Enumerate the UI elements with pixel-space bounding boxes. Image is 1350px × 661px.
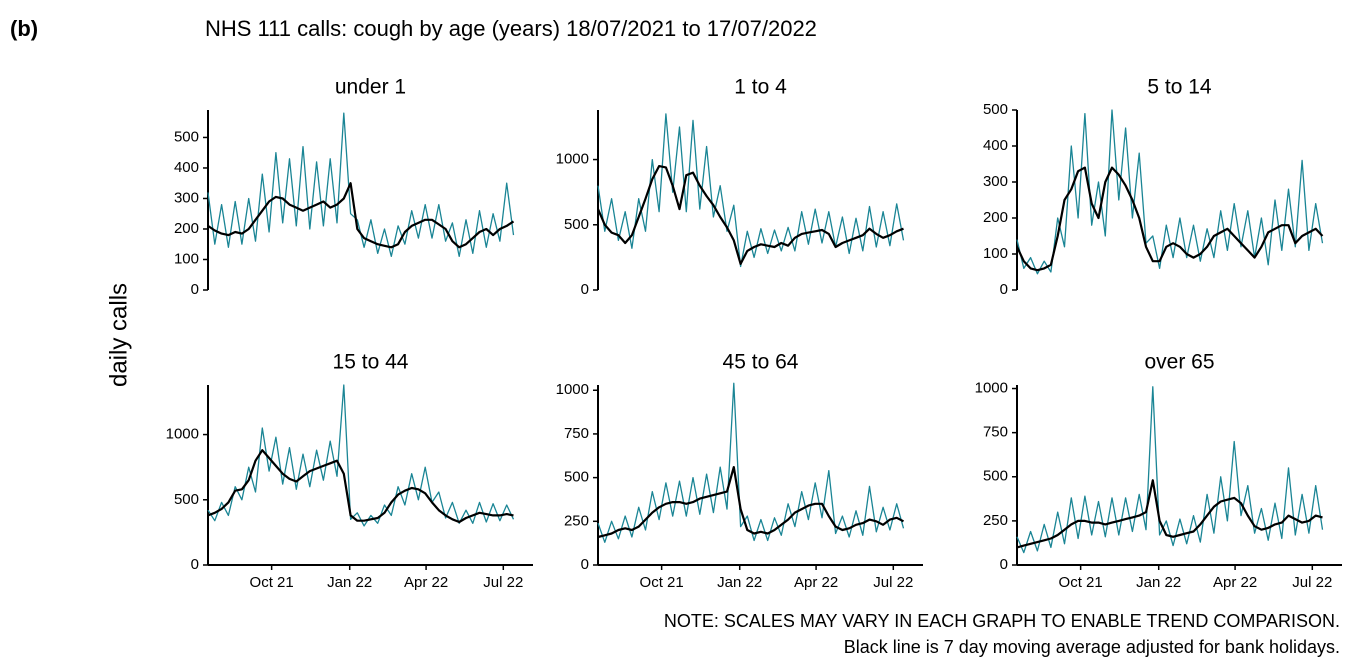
- x-tick-label: Jan 22: [717, 574, 762, 591]
- x-tick-label: Jan 22: [1136, 574, 1181, 591]
- y-tick-label: 1000: [166, 426, 199, 443]
- y-tick-label: 0: [1000, 556, 1008, 573]
- series-line: [1016, 166, 1324, 272]
- panel-title: over 65: [1144, 351, 1214, 374]
- series-line: [596, 165, 904, 265]
- x-tick-label: Oct 21: [250, 574, 294, 591]
- panel-title: under 1: [335, 76, 406, 99]
- y-tick-label: 200: [983, 209, 1008, 226]
- y-tick-label: 100: [983, 245, 1008, 262]
- y-tick-label: 1000: [975, 379, 1008, 396]
- y-tick-label: 0: [1000, 281, 1008, 298]
- x-tick-label: Jul 22: [873, 574, 913, 591]
- y-tick-label: 0: [191, 281, 199, 298]
- series-line: [1016, 479, 1323, 549]
- series-line: [597, 466, 905, 539]
- y-tick-label: 0: [581, 556, 589, 573]
- series-line: [1016, 109, 1324, 275]
- panel-title: 45 to 64: [723, 351, 799, 374]
- panel-label: (b): [10, 16, 38, 41]
- x-tick-label: Oct 21: [1059, 574, 1103, 591]
- y-tick-label: 750: [564, 425, 589, 442]
- chart-title: NHS 111 calls: cough by age (years) 18/0…: [205, 16, 817, 41]
- panel-title: 5 to 14: [1147, 76, 1212, 99]
- x-tick-label: Apr 22: [1213, 574, 1257, 591]
- x-tick-label: Jan 22: [327, 574, 372, 591]
- y-tick-label: 500: [174, 491, 199, 508]
- y-tick-label: 400: [174, 159, 199, 176]
- y-tick-label: 250: [983, 512, 1008, 529]
- note: NOTE: SCALES MAY VARY IN EACH GRAPH TO E…: [664, 611, 1340, 631]
- y-tick-label: 1000: [556, 151, 589, 168]
- y-tick-label: 750: [983, 424, 1008, 441]
- series-line: [1016, 386, 1324, 554]
- y-tick-label: 200: [174, 220, 199, 237]
- y-tick-label: 1000: [556, 381, 589, 398]
- y-tick-label: 500: [174, 128, 199, 145]
- series-line: [207, 384, 515, 527]
- x-tick-label: Jul 22: [1292, 574, 1332, 591]
- x-tick-label: Oct 21: [640, 574, 684, 591]
- note: Black line is 7 day moving average adjus…: [844, 637, 1340, 657]
- y-tick-label: 0: [581, 281, 589, 298]
- y-tick-label: 250: [564, 512, 589, 529]
- panel-title: 15 to 44: [333, 351, 409, 374]
- y-tick-label: 500: [564, 216, 589, 233]
- y-tick-label: 0: [191, 556, 199, 573]
- x-tick-label: Apr 22: [794, 574, 838, 591]
- series-line: [207, 449, 514, 524]
- y-tick-label: 100: [174, 250, 199, 267]
- y-tick-label: 300: [983, 173, 1008, 190]
- x-tick-label: Apr 22: [404, 574, 448, 591]
- series-line: [207, 182, 515, 249]
- y-tick-label: 300: [174, 189, 199, 206]
- series-line: [597, 382, 905, 543]
- y-tick-label: 500: [983, 468, 1008, 485]
- y-tick-label: 400: [983, 137, 1008, 154]
- y-tick-label: 500: [564, 469, 589, 486]
- panel-title: 1 to 4: [734, 76, 787, 99]
- x-tick-label: Jul 22: [483, 574, 523, 591]
- y-axis-label: daily calls: [105, 283, 132, 387]
- series-line: [597, 113, 905, 268]
- y-tick-label: 500: [983, 101, 1008, 118]
